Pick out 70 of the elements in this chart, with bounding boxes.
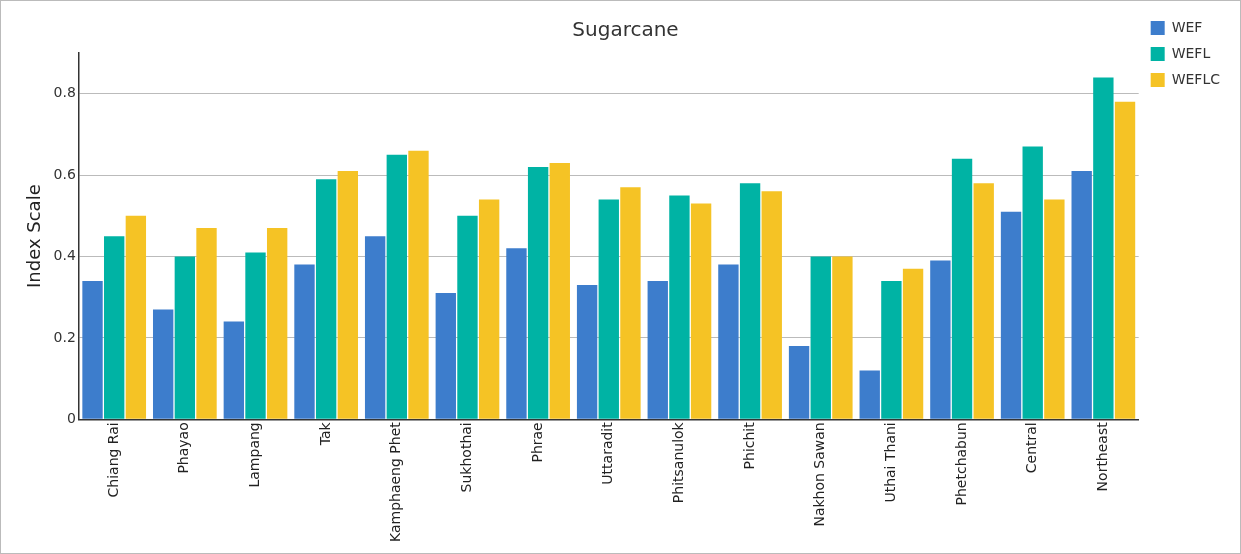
y-tick-label: 0.4 bbox=[53, 247, 76, 264]
bar bbox=[881, 280, 902, 419]
bar bbox=[832, 256, 853, 419]
x-tick-label: Phitsanulok bbox=[670, 421, 687, 504]
bar bbox=[125, 215, 147, 419]
x-tick-label: Kamphaeng Phet bbox=[387, 421, 404, 542]
bar bbox=[174, 256, 196, 419]
y-tick-label: 0 bbox=[66, 409, 76, 426]
x-tick-label: Uthai Thani bbox=[882, 422, 899, 503]
bar bbox=[1022, 146, 1043, 419]
x-tick-label: Tak bbox=[316, 421, 333, 447]
x-tick-label: Phayao bbox=[175, 422, 192, 474]
bar bbox=[82, 280, 103, 419]
bar bbox=[266, 228, 288, 419]
bar bbox=[647, 280, 668, 419]
bar bbox=[549, 162, 570, 419]
bar bbox=[739, 183, 761, 419]
x-tick-label: Sukhothai bbox=[458, 422, 475, 493]
bar bbox=[337, 171, 359, 419]
x-tick-label: Northeast bbox=[1094, 421, 1110, 492]
bar bbox=[761, 191, 782, 419]
bar bbox=[620, 187, 641, 419]
bar bbox=[598, 199, 619, 419]
bar bbox=[1000, 211, 1022, 419]
bar bbox=[902, 268, 924, 419]
bar bbox=[1044, 199, 1065, 419]
x-tick-label: Chiang Rai bbox=[104, 422, 121, 498]
bar bbox=[859, 370, 880, 419]
bar bbox=[973, 183, 994, 419]
x-tick-label: Phichit bbox=[740, 421, 757, 470]
bar bbox=[104, 236, 125, 419]
bar bbox=[810, 256, 831, 419]
y-tick-label: 0.6 bbox=[53, 165, 76, 182]
bar bbox=[315, 179, 337, 419]
bar bbox=[527, 166, 549, 419]
x-tick-label: Lampang bbox=[246, 422, 263, 488]
x-tick-label: Nakhon Sawan bbox=[811, 422, 828, 527]
legend-label: WEF bbox=[1171, 18, 1203, 35]
bar bbox=[153, 309, 174, 419]
bar bbox=[408, 150, 429, 419]
bar bbox=[435, 293, 456, 419]
bar bbox=[576, 284, 598, 419]
bar bbox=[245, 252, 266, 419]
bar bbox=[364, 236, 386, 419]
x-tick-label: Phrae bbox=[528, 422, 545, 463]
y-axis-title: Index Scale bbox=[23, 184, 45, 288]
bar bbox=[457, 215, 478, 419]
chart-title: Sugarcane bbox=[572, 17, 679, 42]
bar bbox=[669, 195, 690, 419]
x-tick-label: Phetchabun bbox=[952, 422, 969, 506]
bar bbox=[294, 264, 315, 419]
y-tick-label: 0.2 bbox=[53, 328, 76, 345]
bar bbox=[1114, 101, 1136, 419]
legend-label: WEFL bbox=[1171, 44, 1211, 61]
bar bbox=[930, 260, 951, 419]
bar bbox=[1093, 77, 1114, 419]
x-tick-label: Uttaradit bbox=[599, 421, 616, 485]
bar bbox=[1071, 171, 1092, 419]
bar bbox=[951, 158, 973, 419]
x-tick-label: Central bbox=[1023, 422, 1040, 474]
y-tick-label: 0.8 bbox=[53, 84, 76, 101]
bar bbox=[196, 228, 217, 419]
bar bbox=[223, 321, 245, 419]
legend-label: WEFLC bbox=[1171, 70, 1221, 87]
bar bbox=[506, 248, 527, 419]
bar bbox=[386, 154, 407, 419]
bar bbox=[788, 346, 810, 419]
bar bbox=[690, 203, 712, 419]
bar bbox=[718, 264, 739, 419]
bar bbox=[478, 199, 500, 419]
